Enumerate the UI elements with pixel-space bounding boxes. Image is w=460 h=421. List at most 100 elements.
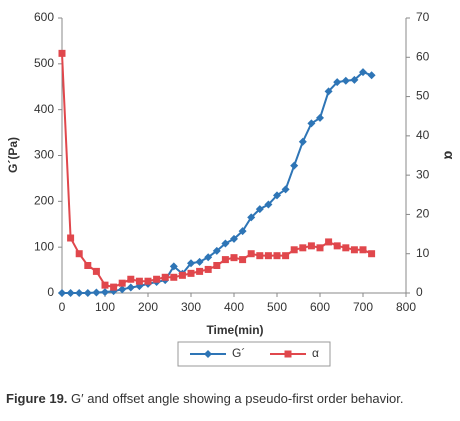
marker	[204, 265, 212, 273]
marker	[230, 254, 238, 262]
y2-tick-label: 20	[416, 207, 430, 221]
marker	[290, 161, 299, 170]
marker	[127, 275, 135, 283]
marker	[281, 185, 290, 194]
marker	[341, 76, 350, 85]
marker	[212, 246, 221, 255]
marker	[316, 113, 324, 122]
legend-marker	[284, 350, 292, 358]
marker	[350, 246, 358, 254]
marker	[204, 253, 213, 262]
legend-marker	[204, 350, 212, 358]
marker	[170, 273, 178, 281]
marker	[187, 269, 195, 277]
marker	[350, 75, 359, 84]
marker	[187, 259, 195, 268]
caption: Figure 19. G′ and offset angle showing a…	[6, 391, 404, 406]
y-tick-label: 500	[34, 56, 54, 70]
marker	[359, 68, 367, 77]
y2-tick-label: 50	[416, 89, 430, 103]
y2-tick-label: 10	[416, 246, 430, 260]
marker	[75, 250, 83, 258]
y2-tick-label: 60	[416, 49, 430, 63]
y-tick-label: 400	[34, 102, 54, 116]
marker	[84, 262, 92, 269]
marker	[325, 238, 333, 246]
marker	[290, 246, 298, 254]
marker	[238, 227, 247, 236]
marker	[221, 256, 229, 264]
marker	[92, 288, 101, 297]
x-tick-label: 700	[353, 300, 373, 314]
marker	[75, 289, 84, 297]
marker	[316, 244, 324, 252]
y2-tick-label: 30	[416, 167, 430, 181]
x-tick-label: 800	[396, 300, 416, 314]
marker	[368, 250, 376, 258]
legend-label: α	[312, 346, 319, 360]
marker	[247, 213, 256, 222]
x-tick-label: 300	[181, 300, 201, 314]
marker	[144, 277, 152, 285]
marker	[333, 242, 341, 250]
marker	[83, 289, 92, 297]
marker	[101, 281, 109, 289]
marker	[307, 242, 315, 250]
marker	[256, 252, 264, 260]
marker	[213, 262, 221, 269]
marker	[66, 289, 75, 297]
marker	[221, 239, 230, 248]
marker	[178, 271, 186, 279]
marker	[153, 275, 161, 283]
marker	[135, 277, 143, 285]
caption-text: G′ and offset angle showing a pseudo-fir…	[71, 391, 403, 406]
marker	[239, 256, 247, 264]
x-tick-label: 400	[224, 300, 244, 314]
marker	[195, 257, 204, 266]
marker	[299, 244, 307, 252]
x-tick-label: 0	[59, 300, 66, 314]
x-tick-label: 600	[310, 300, 330, 314]
caption-label: Figure 19.	[6, 391, 67, 406]
y-tick-label: 100	[34, 239, 54, 253]
y-tick-label: 200	[34, 194, 54, 208]
y-tick-label: 600	[34, 10, 54, 24]
x-tick-label: 100	[95, 300, 115, 314]
marker	[264, 200, 273, 209]
marker	[359, 246, 367, 254]
marker	[101, 288, 109, 297]
marker	[196, 267, 204, 275]
marker	[126, 283, 135, 292]
y2-tick-label: 0	[416, 285, 423, 299]
marker	[342, 244, 350, 252]
x-tick-label: 500	[267, 300, 287, 314]
marker	[92, 267, 100, 275]
marker	[118, 285, 127, 294]
y2-axis-label: α	[441, 151, 457, 160]
legend-box	[177, 341, 331, 367]
marker	[307, 119, 316, 128]
marker	[298, 137, 307, 146]
marker	[118, 279, 126, 287]
y2-tick-label: 40	[416, 128, 430, 142]
marker	[110, 283, 118, 291]
y-tick-label: 300	[34, 148, 54, 162]
marker	[333, 78, 342, 87]
series-line	[62, 70, 372, 294]
marker	[230, 234, 238, 243]
marker	[324, 87, 333, 96]
marker	[58, 289, 66, 297]
marker	[67, 234, 75, 242]
marker	[282, 252, 290, 260]
marker	[58, 49, 66, 57]
y-tick-label: 0	[47, 285, 54, 299]
marker	[169, 262, 178, 271]
y-axis-label: G´(Pa)	[6, 137, 20, 173]
x-tick-label: 200	[138, 300, 158, 314]
marker	[255, 205, 264, 214]
legend-label: G´	[232, 346, 245, 360]
marker	[247, 250, 255, 258]
marker	[264, 252, 272, 260]
marker	[161, 273, 169, 281]
